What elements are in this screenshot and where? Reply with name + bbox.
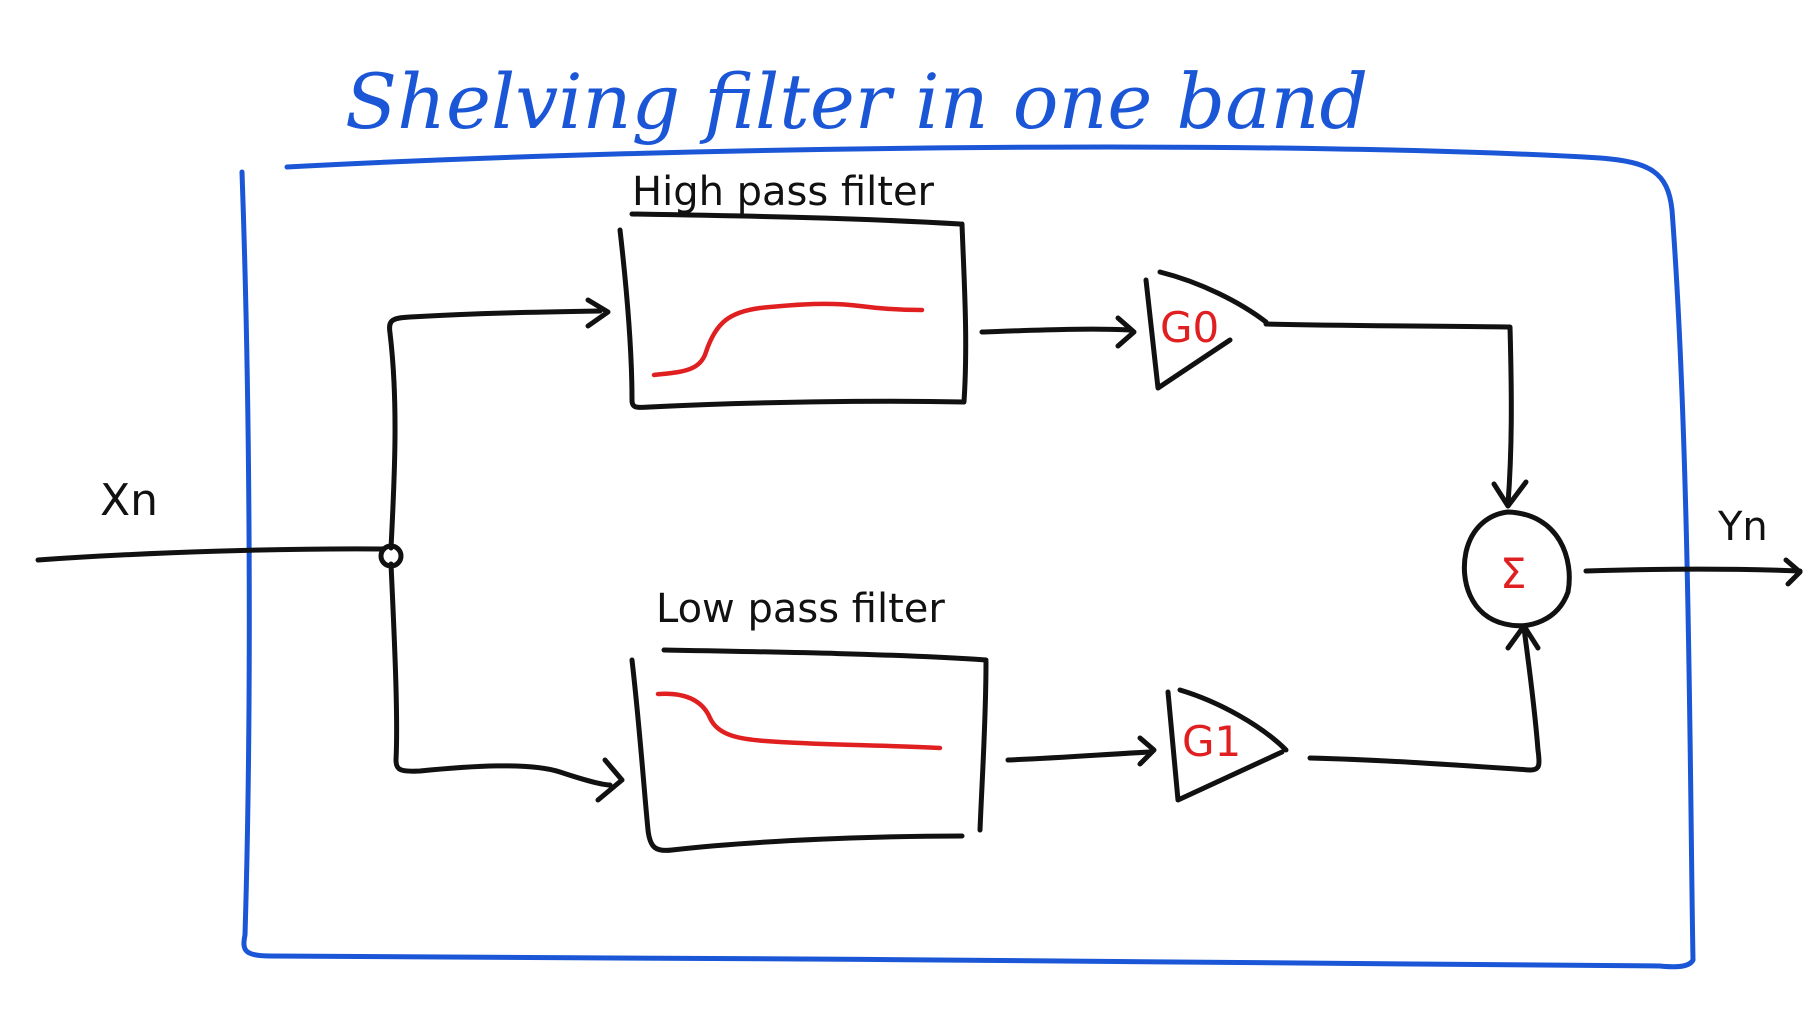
sum-bottom-arrowhead bbox=[1505, 623, 1541, 651]
g1-to-sum-wire bbox=[1307, 625, 1542, 773]
g1-amplifier[interactable] bbox=[1165, 687, 1289, 803]
lowpass-label: Low pass filter bbox=[656, 586, 945, 632]
output-arrowhead bbox=[1783, 557, 1803, 587]
lowpass-filter-box[interactable] bbox=[629, 657, 989, 853]
g0-to-sum-wire bbox=[1263, 321, 1514, 507]
diagram-title: Shelving filter in one band bbox=[345, 57, 1368, 146]
sum-top-arrowhead bbox=[1491, 479, 1529, 509]
summing-junction[interactable] bbox=[1461, 509, 1572, 629]
summer-symbol: Σ bbox=[1500, 549, 1527, 598]
g0-input-arrowhead bbox=[1115, 315, 1137, 349]
g1-input-arrowhead bbox=[1137, 735, 1157, 767]
output-line bbox=[1583, 566, 1803, 574]
lower-branch-arrowhead bbox=[595, 757, 625, 803]
highpass-label: High pass filter bbox=[632, 169, 935, 215]
band-outline bbox=[239, 144, 1696, 970]
lower-branch-wire bbox=[388, 561, 613, 788]
upper-branch-arrowhead bbox=[585, 297, 611, 329]
g0-label: G0 bbox=[1160, 303, 1219, 352]
highpass-label-underline bbox=[629, 211, 963, 227]
output-label: Yn bbox=[1717, 504, 1768, 550]
upper-branch-wire bbox=[387, 308, 603, 551]
g1-label: G1 bbox=[1182, 717, 1241, 766]
lowpass-label-underline bbox=[661, 647, 989, 663]
lowpass-response-curve bbox=[655, 691, 943, 751]
highpass-response-curve bbox=[651, 301, 925, 378]
input-label: Xn bbox=[100, 475, 158, 526]
lowpass-to-g1-wire bbox=[1005, 749, 1153, 763]
highpass-to-g0-wire bbox=[979, 326, 1133, 335]
g0-amplifier[interactable] bbox=[1143, 269, 1269, 391]
highpass-filter-box[interactable] bbox=[617, 221, 969, 410]
input-line bbox=[35, 546, 391, 563]
